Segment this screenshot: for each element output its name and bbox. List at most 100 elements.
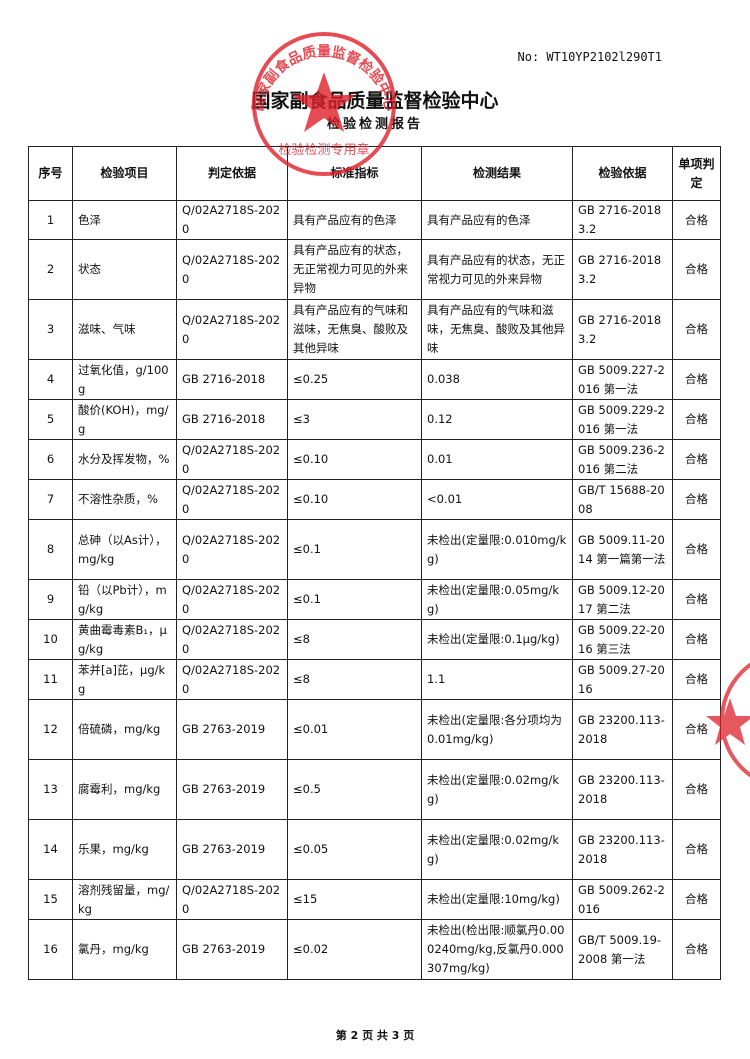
table-cell: 乐果，mg/kg [72,819,177,880]
table-cell: 12 [28,699,73,760]
page-footer: 第 2 页 共 3 页 [335,1029,415,1042]
table-cell: 合格 [672,359,721,400]
table-cell: 合格 [672,619,721,660]
table-cell: 具有产品应有的色泽 [421,200,573,240]
table-cell: 合格 [672,659,721,700]
table-cell: 具有产品应有的色泽 [287,200,422,240]
table-cell: GB 2716-2018 [176,399,288,440]
column-header: 检验依据 [572,146,673,201]
table-cell: Q/02A2718S-2020 [176,239,288,300]
table-cell: 未检出(定量限:0.05mg/kg) [421,579,573,620]
table-cell: 铅（以Pb计），mg/kg [72,579,177,620]
table-cell: 未检出(定量限:0.02mg/kg) [421,759,573,820]
table-cell: GB 2763-2019 [176,819,288,880]
table-cell: 不溶性杂质，% [72,479,177,520]
table-cell: 2 [28,239,73,300]
edge-stamp-circle [720,662,750,778]
table-cell: GB 2716-2018 3.2 [572,200,673,240]
table-cell: GB 2763-2019 [176,699,288,760]
table-cell: 具有产品应有的气味和滋味，无焦臭、酸败及其他异味 [421,299,573,360]
table-cell: 16 [28,919,73,980]
table-cell: Q/02A2718S-2020 [176,519,288,580]
table-cell: GB 2763-2019 [176,759,288,820]
table-cell: 14 [28,819,73,880]
column-header: 单项判定 [672,146,721,201]
table-cell: Q/02A2718S-2020 [176,619,288,660]
table-cell: 13 [28,759,73,820]
table-cell: ≤3 [287,399,422,440]
table-cell: ≤0.5 [287,759,422,820]
column-header: 检验项目 [72,146,177,201]
table-cell: 6 [28,439,73,480]
table-cell: GB 2716-2018 [176,359,288,400]
table-row: 8 总砷（以As计），mg/kg Q/02A2718S-2020 ≤0.1 未检出(定量… [28,519,721,580]
table-cell: 合格 [672,299,721,360]
table-row: 13 腐霉利，mg/kg GB 2763-2019 ≤0.5 未检出(定量限:0.02m… [28,759,721,820]
table-cell: 合格 [672,919,721,980]
table-cell: 倍硫磷，mg/kg [72,699,177,760]
table-cell: 溶剂残留量，mg/kg [72,879,177,920]
table-cell: GB 2716-2018 3.2 [572,239,673,300]
table-cell: 合格 [672,819,721,880]
report-number: No: WT10YP2102l290T1 [517,50,663,64]
table-cell: 状态 [72,239,177,300]
table-cell: GB 23200.113-2018 [572,699,673,760]
table-cell: Q/02A2718S-2020 [176,299,288,360]
table-cell: 7 [28,479,73,520]
table-cell: 总砷（以As计），mg/kg [72,519,177,580]
table-cell: 黄曲霉毒素B₁，μg/kg [72,619,177,660]
table-cell: 1.1 [421,659,573,700]
result-table: 序号 检验项目 判定依据 标准指标 检测结果 检验依据 单项判定 1 色泽 Q/02A2718S… [28,146,721,980]
table-cell: ≤0.10 [287,439,422,480]
table-cell: 3 [28,299,73,360]
table-cell: ≤8 [287,619,422,660]
table-cell: 氯丹，mg/kg [72,919,177,980]
table-cell: 未检出(定量限:0.1μg/kg) [421,619,573,660]
table-cell: 具有产品应有的状态，无正常视力可见的外来异物 [421,239,573,300]
table-cell: 15 [28,879,73,920]
table-row: 3 滋味、气味 Q/02A2718S-2020 具有产品应有的气味和滋味，无焦臭、酸败… [28,299,721,360]
table-cell: GB 5009.227-2016 第一法 [572,359,673,400]
table-cell: 合格 [672,699,721,760]
table-row: 5 酸价(KOH)，mg/g GB 2716-2018 ≤3 0.12 GB 5009.2… [28,399,721,440]
table-cell: GB 5009.229-2016 第一法 [572,399,673,440]
table-cell: 合格 [672,239,721,300]
table-cell: GB 5009.27-2016 [572,659,673,700]
table-row: 1 色泽 Q/02A2718S-2020 具有产品应有的色泽 具有产品应有的色泽 GB 2… [28,200,721,240]
table-cell: 合格 [672,879,721,920]
table-cell: GB 5009.11-2014 第一篇第一法 [572,519,673,580]
table-cell: Q/02A2718S-2020 [176,439,288,480]
table-cell: 合格 [672,399,721,440]
table-cell: 9 [28,579,73,620]
table-cell: ≤0.25 [287,359,422,400]
table-cell: GB 5009.22-2016 第三法 [572,619,673,660]
table-row: 15 溶剂残留量，mg/kg Q/02A2718S-2020 ≤15 未检出(定量限:1… [28,879,721,920]
table-row: 16 氯丹，mg/kg GB 2763-2019 ≤0.02 未检出(检出限:顺氯丹0.… [28,919,721,980]
table-cell: ≤0.02 [287,919,422,980]
table-cell: ≤0.1 [287,579,422,620]
table-cell: <0.01 [421,479,573,520]
table-cell: ≤0.1 [287,519,422,580]
table-cell: ≤0.05 [287,819,422,880]
table-cell: 合格 [672,439,721,480]
table-cell: 未检出(定量限:10mg/kg) [421,879,573,920]
table-cell: 合格 [672,479,721,520]
table-row: 6 水分及挥发物，% Q/02A2718S-2020 ≤0.10 0.01 GB 5009… [28,439,721,480]
column-header: 标准指标 [287,146,422,201]
table-cell: GB 2763-2019 [176,919,288,980]
table-cell: GB 5009.12-2017 第二法 [572,579,673,620]
table-cell: GB 23200.113-2018 [572,759,673,820]
table-cell: 未检出(定量限:0.010mg/kg) [421,519,573,580]
table-cell: 5 [28,399,73,440]
table-cell: 10 [28,619,73,660]
table-cell: Q/02A2718S-2020 [176,200,288,240]
table-cell: 酸价(KOH)，mg/g [72,399,177,440]
table-row: 2 状态 Q/02A2718S-2020 具有产品应有的状态，无正常视力可见的外来异物… [28,239,721,300]
table-cell: 0.038 [421,359,573,400]
table-cell: 合格 [672,759,721,820]
header-row: 序号 检验项目 判定依据 标准指标 检测结果 检验依据 单项判定 [28,146,721,201]
table-cell: 滋味、气味 [72,299,177,360]
table-row: 9 铅（以Pb计），mg/kg Q/02A2718S-2020 ≤0.1 未检出(定量限… [28,579,721,620]
table-cell: Q/02A2718S-2020 [176,659,288,700]
